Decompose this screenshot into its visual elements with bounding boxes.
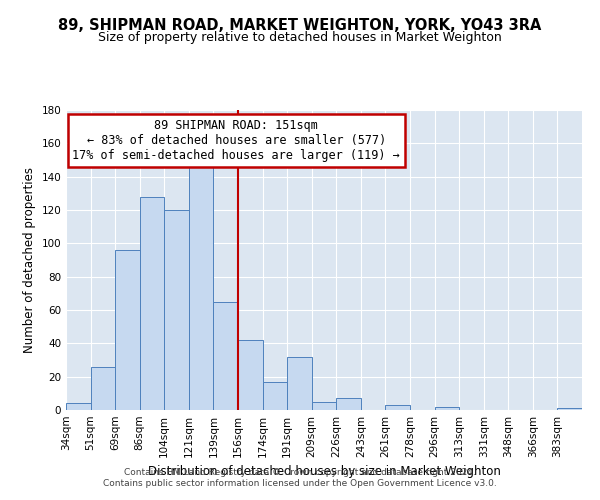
Bar (115, 250, 140, 410)
Bar (164, 210, 189, 410)
Bar (336, 398, 361, 410)
Bar (91, 366, 115, 410)
Bar (263, 382, 287, 410)
Text: Contains HM Land Registry data © Crown copyright and database right 2024.
Contai: Contains HM Land Registry data © Crown c… (103, 468, 497, 487)
Bar (66, 404, 91, 410)
X-axis label: Distribution of detached houses by size in Market Weighton: Distribution of detached houses by size … (148, 466, 500, 478)
Text: 89, SHIPMAN ROAD, MARKET WEIGHTON, YORK, YO43 3RA: 89, SHIPMAN ROAD, MARKET WEIGHTON, YORK,… (58, 18, 542, 32)
Y-axis label: Number of detached properties: Number of detached properties (23, 167, 36, 353)
Bar (214, 302, 238, 410)
Bar (312, 402, 336, 410)
Text: 89 SHIPMAN ROAD: 151sqm
← 83% of detached houses are smaller (577)
17% of semi-d: 89 SHIPMAN ROAD: 151sqm ← 83% of detache… (73, 119, 400, 162)
Bar (189, 158, 214, 410)
Bar (287, 356, 312, 410)
Bar (434, 406, 459, 410)
Text: Size of property relative to detached houses in Market Weighton: Size of property relative to detached ho… (98, 31, 502, 44)
Bar (557, 408, 582, 410)
Bar (385, 405, 410, 410)
Bar (238, 340, 263, 410)
Bar (140, 196, 164, 410)
